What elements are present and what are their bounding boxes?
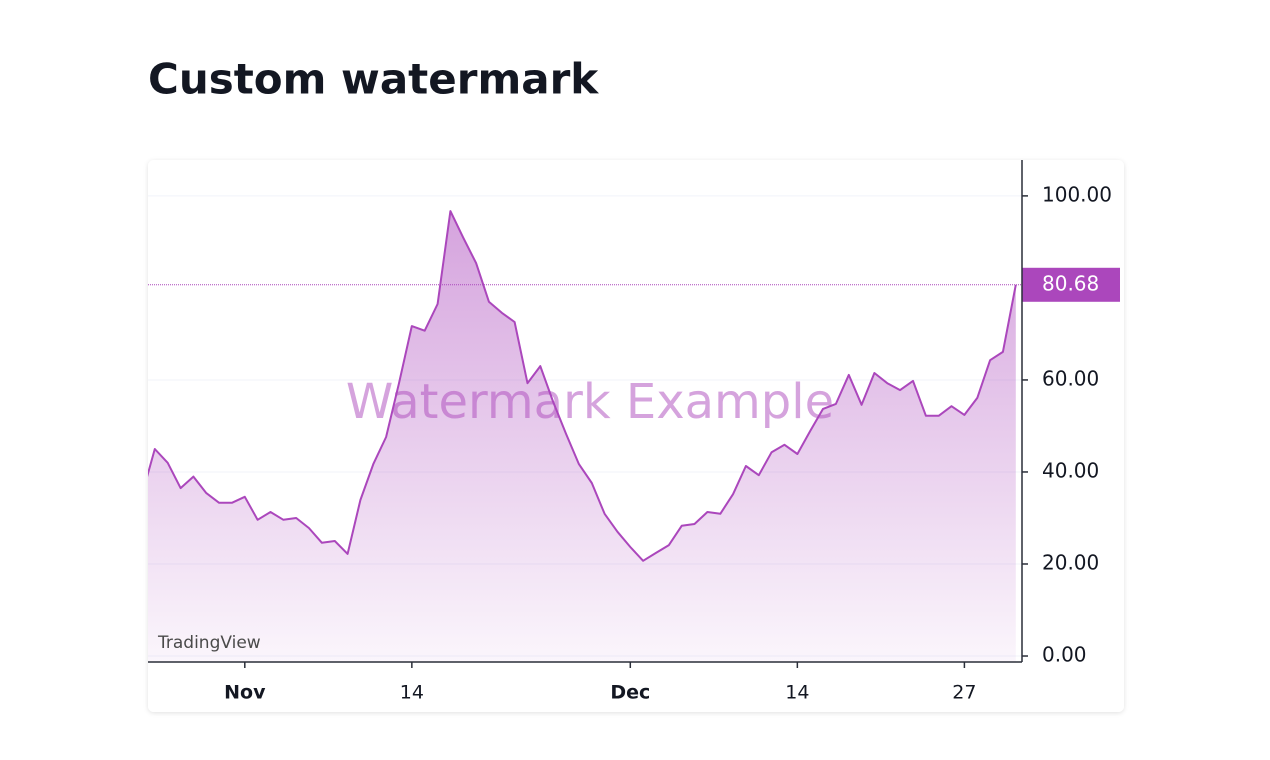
x-tick-label: Nov	[224, 682, 266, 704]
page-title: Custom watermark	[148, 55, 599, 104]
x-tick-label: 14	[400, 682, 424, 704]
y-tick-label: 40.00	[1042, 458, 1099, 482]
y-tick-label: 60.00	[1042, 366, 1099, 390]
y-tick-label: 20.00	[1042, 550, 1099, 574]
watermark: Watermark Example	[346, 374, 834, 430]
x-tick-label: Dec	[610, 682, 650, 704]
x-tick-label: 14	[785, 682, 809, 704]
last-price-label: 80.68	[1042, 271, 1099, 295]
y-tick-label: 0.00	[1042, 643, 1087, 667]
x-tick-label: 27	[952, 682, 976, 704]
area-line	[148, 210, 1017, 562]
area-fill	[148, 211, 1016, 662]
y-tick-label: 100.00	[1042, 182, 1112, 206]
last-price-box	[1022, 267, 1120, 302]
attribution: TradingView	[157, 633, 261, 653]
